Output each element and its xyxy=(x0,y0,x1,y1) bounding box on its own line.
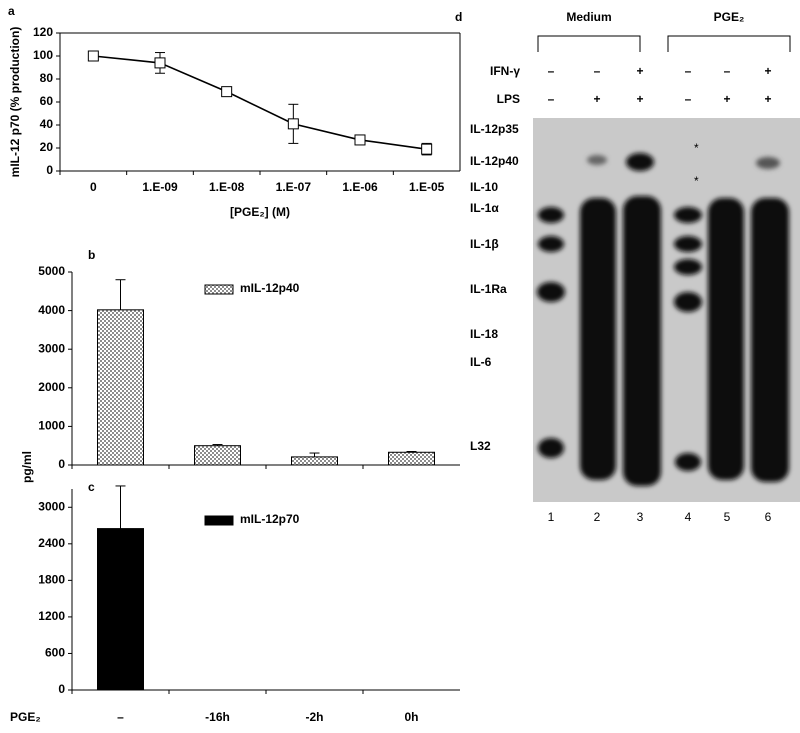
line xyxy=(93,55,427,150)
x-tick-label: – xyxy=(117,710,124,724)
error-bar xyxy=(309,452,320,457)
marker xyxy=(421,143,433,155)
lane-number: 5 xyxy=(724,510,731,524)
x-tick-label: 1.E-08 xyxy=(209,180,245,194)
sign: – xyxy=(685,92,692,106)
gel-image xyxy=(533,118,800,502)
y-tick-label: 3000 xyxy=(38,341,65,355)
y-tick-label: 120 xyxy=(33,25,53,39)
y-tick-label: 20 xyxy=(40,140,54,154)
marker xyxy=(287,118,299,130)
asterisk: * xyxy=(694,174,699,188)
lane-number: 3 xyxy=(637,510,644,524)
band-label: L32 xyxy=(470,439,491,453)
legend-label: mIL-12p40 xyxy=(240,281,300,295)
x-tick-label: 1.E-05 xyxy=(409,180,445,194)
error-bar xyxy=(212,444,223,446)
bar xyxy=(97,528,144,691)
band-label: IL-12p35 xyxy=(470,122,519,136)
band-label: IL-1α xyxy=(470,201,499,215)
sign: – xyxy=(594,64,601,78)
row-label: IFN-γ xyxy=(490,64,520,78)
bar xyxy=(388,451,435,466)
x-tick-label: 1.E-07 xyxy=(276,180,312,194)
y-tick-label: 1800 xyxy=(38,573,65,587)
panel-letter: c xyxy=(88,480,95,494)
error-bar xyxy=(406,450,417,453)
y-tick-label: 3000 xyxy=(38,499,65,513)
y-tick-label: 0 xyxy=(46,163,53,177)
y-tick-label: 100 xyxy=(33,48,53,62)
sign: + xyxy=(764,92,771,106)
sign: + xyxy=(636,92,643,106)
bracket xyxy=(667,35,791,52)
y-tick-label: 2000 xyxy=(38,380,65,394)
x-tick-label: -2h xyxy=(306,710,324,724)
x-axis-label: [PGE₂] (M) xyxy=(230,205,290,219)
sign: – xyxy=(685,64,692,78)
error-bar xyxy=(115,485,126,529)
error-bar xyxy=(115,279,126,310)
lane-number: 4 xyxy=(685,510,692,524)
sign: + xyxy=(636,64,643,78)
x-tick-label: -16h xyxy=(205,710,230,724)
bracket xyxy=(537,35,641,52)
legend-label: mIL-12p70 xyxy=(240,512,300,526)
lane-number: 2 xyxy=(594,510,601,524)
y-tick-label: 4000 xyxy=(38,303,65,317)
sign: – xyxy=(548,64,555,78)
band-label: IL-6 xyxy=(470,355,492,369)
y-tick-label: 80 xyxy=(40,71,54,85)
panel-letter: a xyxy=(8,4,15,18)
y-axis-label: mIL-12 p70 (% production) xyxy=(8,27,22,178)
sign: – xyxy=(548,92,555,106)
y-tick-label: 0 xyxy=(58,682,65,696)
y-tick-label: 5000 xyxy=(38,264,65,278)
y-tick-label: 600 xyxy=(45,646,65,660)
y-tick-label: 1200 xyxy=(38,609,65,623)
x-tick-label: 0 xyxy=(90,180,97,194)
x-tick-label: 1.E-06 xyxy=(342,180,378,194)
lane-number: 1 xyxy=(548,510,555,524)
bar xyxy=(291,456,338,466)
group-label: Medium xyxy=(566,10,611,24)
group-label: PGE₂ xyxy=(714,10,745,24)
bar xyxy=(97,309,144,466)
legend-swatch xyxy=(204,284,234,295)
marker xyxy=(354,134,366,146)
sign: + xyxy=(723,92,730,106)
bar xyxy=(194,445,241,466)
panel-letter: b xyxy=(88,248,95,262)
panel-letter: d xyxy=(455,10,462,24)
asterisk: * xyxy=(694,141,699,155)
lane-number: 6 xyxy=(765,510,772,524)
band-label: IL-12p40 xyxy=(470,154,519,168)
y-tick-label: 40 xyxy=(40,117,54,131)
x-tick-label: 0h xyxy=(404,710,418,724)
y-tick-label: 2400 xyxy=(38,536,65,550)
band-label: IL-10 xyxy=(470,180,498,194)
sign: – xyxy=(724,64,731,78)
legend-swatch xyxy=(204,515,234,526)
y-tick-label: 0 xyxy=(58,457,65,471)
band-label: IL-1β xyxy=(470,237,499,251)
marker xyxy=(221,86,233,98)
y-tick-label: 1000 xyxy=(38,419,65,433)
marker xyxy=(154,57,166,69)
x-tick-label: 1.E-09 xyxy=(142,180,178,194)
y-axis-label: pg/ml xyxy=(20,451,34,483)
band-label: IL-1Ra xyxy=(470,282,507,296)
sign: + xyxy=(764,64,771,78)
y-tick-label: 60 xyxy=(40,94,54,108)
row-label: LPS xyxy=(497,92,520,106)
x-axis-label: PGE₂ xyxy=(10,710,41,724)
marker xyxy=(87,50,99,62)
band-label: IL-18 xyxy=(470,327,498,341)
sign: + xyxy=(593,92,600,106)
